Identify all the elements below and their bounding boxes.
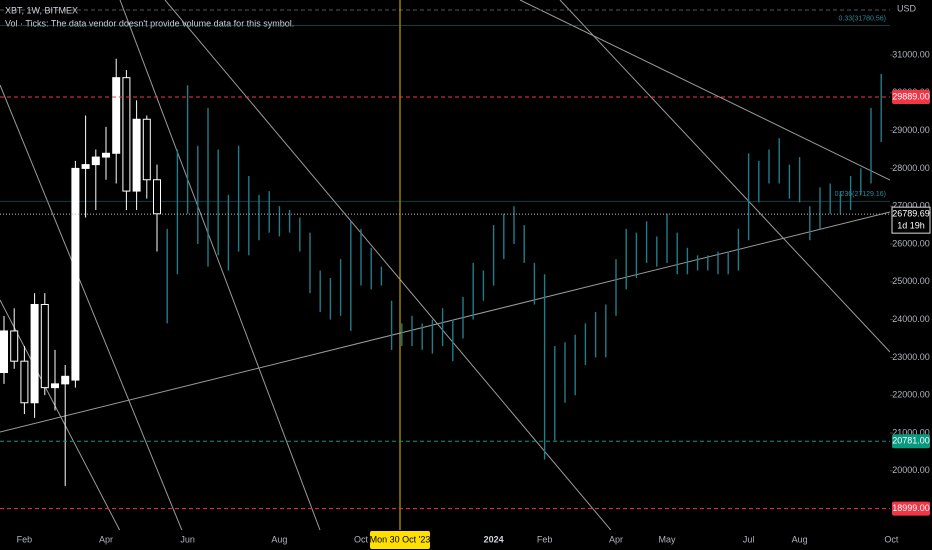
- volume-note: Vol · Ticks: The data vendor doesn't pro…: [5, 18, 294, 28]
- candle-body: [0, 330, 8, 374]
- y-tick-label: 26000.00: [892, 238, 930, 248]
- candle-body: [61, 375, 70, 385]
- candle-body: [132, 118, 141, 192]
- price-label-box: [892, 434, 930, 449]
- candle-body: [122, 77, 131, 192]
- y-tick-label: 29000.00: [892, 125, 930, 135]
- y-tick-label: 25000.00: [892, 276, 930, 286]
- x-tick-label: Feb: [17, 534, 33, 544]
- x-tick-label: Aug: [792, 534, 808, 544]
- y-tick-label: 21000.00: [892, 427, 930, 437]
- y-tick-label: 27000.00: [892, 201, 930, 211]
- candle-body: [20, 360, 29, 404]
- candle-body: [102, 152, 110, 158]
- channel-line: [164, 0, 612, 530]
- x-tick-label: Jul: [743, 534, 755, 544]
- x-tick-label: 2024: [484, 534, 504, 544]
- candle-body: [30, 303, 39, 404]
- countdown: 1d 19h: [897, 221, 925, 231]
- candle-body: [153, 179, 161, 215]
- price-label: 20781.00: [892, 436, 930, 446]
- symbol-title: XBT, 1W, BITMEX: [5, 5, 78, 15]
- candle-body: [81, 164, 90, 169]
- channel-line: [119, 0, 321, 530]
- drawings: [0, 0, 890, 530]
- trend-line: [0, 211, 890, 433]
- y-tick-label: 22000.00: [892, 390, 930, 400]
- candle-body: [142, 118, 151, 181]
- candle-body: [71, 167, 80, 381]
- x-tick-label: Oct: [884, 534, 899, 544]
- channel-line: [559, 0, 890, 353]
- y-tick-label: 24000.00: [892, 314, 930, 324]
- candle-body: [40, 303, 49, 389]
- y-tick-label: 28000.00: [892, 163, 930, 173]
- x-tick-label: Apr: [609, 534, 623, 544]
- candle-body: [51, 383, 59, 389]
- crosshair-label-box: [370, 531, 430, 549]
- channel-line: [0, 84, 183, 530]
- crosshair-label: Mon 30 Oct '23: [370, 534, 431, 544]
- y-tick-label: 20000.00: [892, 465, 930, 475]
- fib-label: 0.236(27129.16): [835, 191, 886, 198]
- candle-body: [91, 156, 100, 166]
- price-label-box: [892, 501, 930, 516]
- x-tick-label: Jun: [180, 534, 195, 544]
- y-tick-label: 23000.00: [892, 352, 930, 362]
- price-label-box: [892, 89, 930, 104]
- candle-body: [112, 77, 121, 154]
- y-tick-label: 31000.00: [892, 49, 930, 59]
- fib-label: 0.33(31780.56): [839, 15, 886, 22]
- plot-area: [0, 24, 890, 486]
- currency: USD: [897, 3, 917, 13]
- x-tick-label: Apr: [99, 534, 113, 544]
- x-tick-label: Feb: [537, 534, 553, 544]
- last-price-box: [891, 206, 931, 234]
- x-tick-label: Oct: [354, 534, 369, 544]
- last-price-label: 26789.69: [892, 209, 930, 219]
- channel-line: [519, 0, 890, 181]
- x-tick-label: Aug: [271, 534, 287, 544]
- price-label: 18999.00: [892, 503, 930, 513]
- x-tick-label: May: [658, 534, 676, 544]
- price-label: 29889.00: [892, 91, 930, 101]
- candle-body: [10, 330, 19, 362]
